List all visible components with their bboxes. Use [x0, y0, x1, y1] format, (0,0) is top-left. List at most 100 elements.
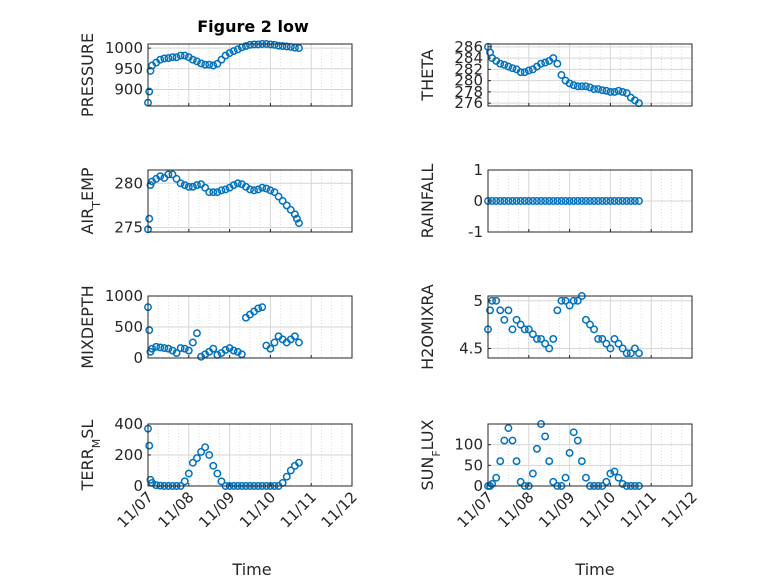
- data-point: [492, 473, 501, 482]
- data-point: [565, 79, 574, 88]
- data-point: [577, 197, 586, 205]
- data-point: [496, 306, 505, 315]
- subplot-terr-msl: 0200400TERRMSL11/0711/0811/0911/1011/111…: [78, 415, 361, 531]
- data-point: [508, 436, 517, 445]
- data-point: [295, 458, 303, 467]
- minor-grid: [157, 170, 343, 232]
- data-point: [533, 197, 541, 205]
- data-point: [630, 197, 639, 205]
- data-point: [545, 457, 554, 466]
- data-point: [504, 197, 513, 205]
- data-point: [577, 82, 586, 91]
- data-point: [516, 68, 525, 77]
- data-point: [164, 170, 173, 179]
- data-point: [229, 346, 238, 355]
- x-axis-label-left: Time: [231, 560, 271, 579]
- data-point: [537, 59, 545, 68]
- y-tick-label: 276: [454, 94, 483, 112]
- data-point: [524, 325, 533, 334]
- data-point: [295, 44, 303, 53]
- data-point: [581, 315, 590, 324]
- data-point: [193, 57, 201, 66]
- data-point: [606, 87, 615, 96]
- data-point: [500, 197, 509, 205]
- data-point: [209, 188, 218, 197]
- y-tick-label: 5: [473, 292, 483, 310]
- data-point: [496, 59, 505, 68]
- data-point: [581, 197, 590, 205]
- data-point: [246, 185, 254, 194]
- data-point: [205, 451, 214, 459]
- data-point: [274, 192, 283, 201]
- data-point: [213, 188, 222, 197]
- x-tick-label: 11/10: [576, 488, 619, 531]
- data-point: [217, 186, 226, 195]
- data-point: [278, 197, 287, 205]
- data-point: [164, 54, 173, 63]
- data-point: [209, 461, 218, 470]
- data-point: [496, 457, 505, 466]
- y-tick-label: 100: [454, 436, 483, 454]
- y-axis-label-subscript: M: [90, 439, 103, 449]
- data-point: [635, 349, 643, 358]
- data-point: [549, 477, 558, 486]
- data-point: [156, 172, 165, 181]
- data-point: [205, 188, 214, 197]
- data-point: [201, 443, 210, 452]
- data-point: [160, 54, 169, 63]
- data-point: [508, 197, 517, 205]
- y-tick-label: 50: [464, 456, 483, 474]
- data-point: [278, 42, 287, 51]
- data-point: [598, 86, 607, 95]
- data-series: [484, 197, 643, 205]
- subplot-pressure: 900 950 1000 PRESSURE: [78, 33, 353, 117]
- data-point: [290, 43, 299, 52]
- y-tick-label: 0: [133, 477, 143, 495]
- data-point: [156, 343, 165, 352]
- data-point: [573, 436, 582, 445]
- subplot-h2omixra: 4.5 5 H2OMIXRA: [418, 284, 693, 370]
- axes-box: [487, 423, 693, 487]
- data-point: [635, 197, 643, 205]
- data-point: [221, 185, 230, 194]
- data-point: [258, 303, 267, 312]
- data-point: [197, 59, 205, 68]
- data-point: [246, 40, 254, 49]
- data-point: [197, 447, 205, 456]
- data-point: [188, 458, 197, 467]
- data-point: [282, 42, 291, 51]
- data-point: [201, 60, 210, 69]
- data-point: [184, 346, 193, 355]
- y-tick-label: 950: [114, 60, 143, 78]
- data-point: [602, 86, 611, 95]
- data-point: [295, 219, 303, 228]
- x-tick-label: 11/12: [318, 488, 361, 531]
- data-point: [172, 349, 181, 357]
- data-point: [581, 473, 590, 482]
- data-point: [614, 339, 623, 348]
- data-point: [590, 85, 599, 94]
- data-point: [553, 197, 562, 205]
- minor-grid: [157, 44, 343, 106]
- data-point: [254, 304, 263, 313]
- y-axis-label: MIXDEPTH: [78, 285, 97, 368]
- data-point: [602, 197, 611, 205]
- y-axis-label: SUNFLUX: [418, 419, 443, 490]
- data-point: [565, 448, 574, 457]
- y-tick-label: 400: [114, 415, 143, 433]
- data-point: [266, 186, 275, 195]
- data-point: [188, 55, 197, 64]
- data-point: [180, 477, 189, 486]
- data-point: [569, 197, 578, 205]
- data-point: [184, 182, 193, 191]
- y-axis-label: RAINFALL: [418, 164, 437, 239]
- data-point: [504, 306, 513, 315]
- data-point: [516, 320, 525, 329]
- data-point: [193, 454, 201, 463]
- data-point: [545, 344, 554, 353]
- y-tick-label: 0: [473, 192, 483, 210]
- y-axis-label: AIRTEMP: [78, 167, 103, 234]
- data-point: [630, 344, 639, 353]
- x-tick-label: 11/12: [658, 488, 701, 531]
- data-point: [610, 87, 619, 96]
